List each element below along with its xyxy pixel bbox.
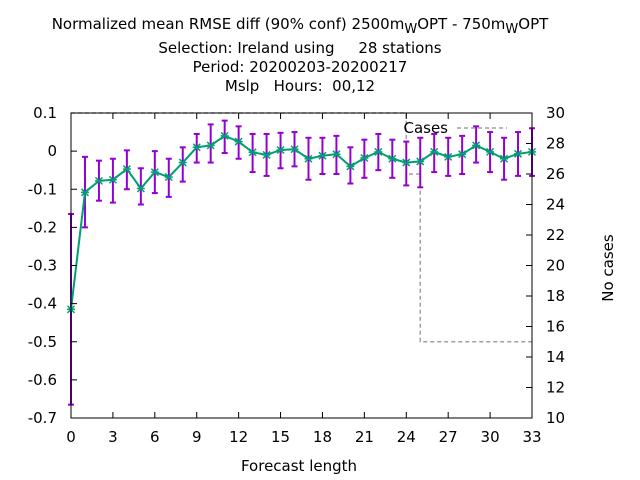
y-tick-label: 0.1 bbox=[33, 104, 57, 122]
data-point bbox=[150, 168, 159, 177]
title-sub-2: W bbox=[505, 22, 519, 37]
y2-tick-label: 16 bbox=[546, 318, 565, 336]
data-point bbox=[276, 145, 285, 155]
data-point bbox=[122, 165, 131, 174]
title-line-2: Selection: Ireland using 28 stations bbox=[158, 39, 442, 57]
data-point bbox=[458, 150, 467, 159]
title-text-1: Normalized mean RMSE diff (90% conf) 250… bbox=[51, 15, 405, 33]
data-point bbox=[360, 153, 369, 163]
x-axis-label: Forecast length bbox=[241, 457, 357, 475]
data-point bbox=[472, 141, 481, 150]
x-tick-label: 9 bbox=[192, 428, 202, 446]
x-tick-label: 3 bbox=[108, 428, 118, 446]
data-point bbox=[248, 148, 257, 157]
rmse-line bbox=[70, 134, 533, 310]
data-point bbox=[388, 154, 397, 163]
x-tick-label: 18 bbox=[313, 428, 332, 446]
data-point bbox=[444, 152, 453, 161]
data-point bbox=[416, 157, 425, 166]
data-point bbox=[136, 184, 145, 193]
title-line-4: Mslp Hours: 00,12 bbox=[224, 77, 376, 95]
y-tick-label: -0.3 bbox=[28, 257, 57, 275]
data-point bbox=[80, 188, 90, 197]
axes-layer: 0 3 6 9 12 15 18 21 24 27 30 33 0.1 0 -0.1 -0.2 -0.3 -0.4… bbox=[28, 104, 565, 446]
x-tick-label: 21 bbox=[355, 428, 374, 446]
data-point bbox=[513, 149, 523, 158]
y-tick-label: -0.5 bbox=[28, 333, 57, 351]
y-tick-label: 0 bbox=[47, 142, 57, 160]
y2-tick-label: 28 bbox=[546, 135, 565, 153]
data-point bbox=[486, 147, 495, 156]
x-tick-label: 0 bbox=[66, 428, 76, 446]
series-layer bbox=[66, 131, 537, 314]
y2-tick-label: 20 bbox=[546, 257, 565, 275]
data-point bbox=[220, 131, 229, 140]
x-tick-label: 30 bbox=[481, 428, 500, 446]
y-tick-label: -0.2 bbox=[28, 218, 57, 236]
data-point bbox=[500, 154, 509, 163]
y2-tick-label: 30 bbox=[546, 104, 565, 122]
y2-tick-label: 10 bbox=[546, 409, 565, 427]
data-point bbox=[346, 162, 355, 171]
y-tick-label: -0.7 bbox=[28, 409, 57, 427]
data-point bbox=[164, 173, 173, 182]
y2-tick-label: 14 bbox=[546, 348, 565, 366]
y2-tick-label: 12 bbox=[546, 379, 565, 397]
x-tick-label: 27 bbox=[439, 428, 458, 446]
y2-tick-label: 22 bbox=[546, 226, 565, 244]
legend-label: Cases bbox=[403, 119, 448, 137]
y-tick-label: -0.1 bbox=[28, 180, 57, 198]
data-point bbox=[178, 158, 187, 167]
x-tick-label: 24 bbox=[397, 428, 416, 446]
data-point bbox=[430, 147, 439, 156]
y2-tick-label: 24 bbox=[546, 196, 565, 214]
data-point bbox=[192, 143, 201, 152]
y-tick-label: -0.6 bbox=[28, 371, 57, 389]
title-text-end: OPT bbox=[518, 15, 549, 33]
data-point bbox=[108, 175, 117, 184]
data-point bbox=[262, 150, 271, 159]
data-point bbox=[94, 176, 103, 185]
data-point bbox=[206, 141, 215, 150]
title-text-mid: OPT - 750m bbox=[417, 15, 506, 33]
x-tick-label: 15 bbox=[271, 428, 290, 446]
y2-axis-label: No cases bbox=[599, 234, 617, 302]
title-sub-1: W bbox=[404, 22, 418, 37]
title-line-1: Normalized mean RMSE diff (90% conf) 250… bbox=[0, 15, 600, 39]
data-point bbox=[290, 145, 299, 154]
data-point bbox=[402, 158, 411, 167]
x-tick-label: 12 bbox=[229, 428, 248, 446]
data-point bbox=[318, 151, 327, 160]
y2-tick-label: 26 bbox=[546, 165, 565, 183]
data-point bbox=[304, 154, 313, 163]
title-line-3: Period: 20200203-20200217 bbox=[192, 58, 408, 76]
chart-title: Normalized mean RMSE diff (90% conf) 250… bbox=[0, 15, 600, 96]
y2-tick-label: 18 bbox=[546, 287, 565, 305]
x-tick-label: 33 bbox=[522, 428, 541, 446]
data-point bbox=[332, 150, 341, 159]
x-tick-label: 6 bbox=[150, 428, 160, 446]
errorbar-layer bbox=[68, 119, 535, 406]
y-tick-label: -0.4 bbox=[28, 295, 57, 313]
data-point bbox=[234, 137, 243, 146]
data-point bbox=[374, 147, 383, 156]
